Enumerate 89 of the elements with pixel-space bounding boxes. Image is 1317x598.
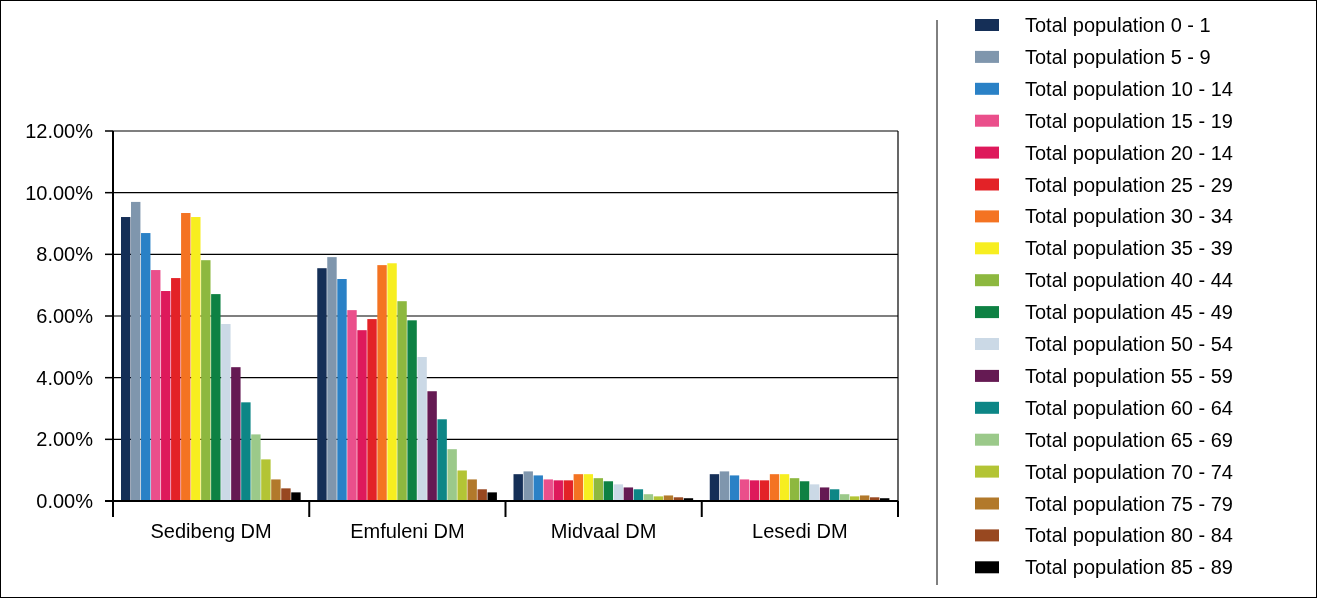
y-tick-label: 10.00% bbox=[25, 181, 94, 204]
bar bbox=[261, 459, 271, 501]
y-tick-label: 4.00% bbox=[36, 366, 94, 389]
bar bbox=[603, 481, 614, 501]
legend-label: Total population 30 - 34 bbox=[1025, 205, 1233, 228]
legend-label: Total population 80 - 84 bbox=[1025, 524, 1233, 547]
legend-label: Total population 0 - 1 bbox=[1025, 14, 1211, 36]
bar bbox=[387, 263, 397, 501]
bar bbox=[251, 434, 261, 501]
legend-label: Total population 50 - 54 bbox=[1025, 333, 1233, 355]
bar bbox=[749, 480, 760, 501]
bar bbox=[613, 484, 624, 501]
bar bbox=[779, 474, 790, 501]
y-tick-label: 12.00% bbox=[25, 120, 94, 142]
bar bbox=[583, 474, 594, 501]
legend-label: Total population 20 - 14 bbox=[1025, 141, 1233, 164]
bar bbox=[171, 278, 181, 501]
bar bbox=[467, 479, 477, 501]
bar bbox=[427, 391, 437, 501]
bar bbox=[347, 310, 357, 501]
bar bbox=[593, 478, 604, 501]
bar bbox=[161, 291, 171, 501]
legend-label: Total population 15 - 19 bbox=[1025, 109, 1233, 132]
bar bbox=[357, 330, 367, 501]
x-tick-label: Lesedi DM bbox=[752, 520, 848, 542]
bar bbox=[789, 478, 800, 501]
bar bbox=[477, 489, 487, 501]
y-tick-label: 8.00% bbox=[36, 243, 94, 266]
bar bbox=[769, 474, 780, 501]
legend-label: Total population 55 - 59 bbox=[1025, 364, 1233, 387]
legend-label: Total population 85 - 89 bbox=[1025, 556, 1233, 579]
bar bbox=[543, 479, 553, 501]
bar bbox=[563, 480, 573, 501]
bar bbox=[221, 324, 231, 501]
bar bbox=[337, 279, 347, 501]
bar bbox=[739, 479, 750, 501]
bar bbox=[281, 488, 291, 501]
bar bbox=[799, 481, 810, 501]
legend-label: Total population 5 - 9 bbox=[1025, 45, 1211, 68]
legend-label: Total population 10 - 14 bbox=[1025, 77, 1233, 100]
bar bbox=[523, 471, 533, 501]
bar bbox=[377, 265, 387, 501]
legend-label: Total population 60 - 64 bbox=[1025, 396, 1233, 419]
bar bbox=[437, 419, 447, 501]
bar bbox=[623, 487, 634, 501]
bar bbox=[181, 213, 191, 501]
legend-label: Total population 35 - 39 bbox=[1025, 237, 1233, 260]
bar bbox=[271, 479, 281, 501]
bar bbox=[729, 475, 740, 501]
legend-label: Total population 45 - 49 bbox=[1025, 301, 1233, 324]
bar bbox=[513, 474, 523, 501]
bar bbox=[241, 402, 251, 501]
bar bbox=[719, 471, 730, 501]
legend-label: Total population 75 - 79 bbox=[1025, 492, 1233, 515]
bar bbox=[141, 233, 151, 501]
y-tick-label: 0.00% bbox=[36, 490, 94, 512]
bar bbox=[829, 489, 840, 501]
x-tick-label: Sedibeng DM bbox=[150, 520, 272, 542]
bar bbox=[211, 294, 221, 501]
bar bbox=[809, 484, 820, 501]
bar bbox=[121, 217, 131, 501]
x-tick-label: Midvaal DM bbox=[550, 520, 657, 542]
x-tick-label: Emfuleni DM bbox=[350, 520, 465, 542]
bar bbox=[457, 470, 467, 501]
bar bbox=[573, 474, 583, 501]
y-tick-label: 6.00% bbox=[36, 305, 94, 327]
bar bbox=[759, 480, 770, 501]
bar bbox=[327, 257, 337, 501]
bar bbox=[819, 487, 830, 501]
bar bbox=[553, 480, 563, 501]
bar bbox=[317, 268, 327, 501]
bar bbox=[633, 489, 644, 501]
legend-label: Total population 40 - 44 bbox=[1025, 269, 1233, 292]
bar bbox=[151, 270, 161, 501]
bar bbox=[231, 367, 241, 501]
bar bbox=[417, 357, 427, 501]
bar bbox=[131, 201, 141, 501]
bar bbox=[201, 260, 211, 501]
y-tick-label: 2.00% bbox=[36, 428, 94, 451]
legend-label: Total population 70 - 74 bbox=[1025, 460, 1233, 483]
legend-label: Total population 65 - 69 bbox=[1025, 428, 1233, 451]
bar bbox=[447, 449, 457, 501]
bar bbox=[397, 301, 407, 501]
bar bbox=[533, 475, 543, 501]
bar bbox=[407, 320, 417, 501]
bar bbox=[191, 217, 201, 501]
bar bbox=[709, 474, 720, 501]
legend-label: Total population 25 - 29 bbox=[1025, 173, 1233, 196]
bar bbox=[367, 319, 377, 501]
